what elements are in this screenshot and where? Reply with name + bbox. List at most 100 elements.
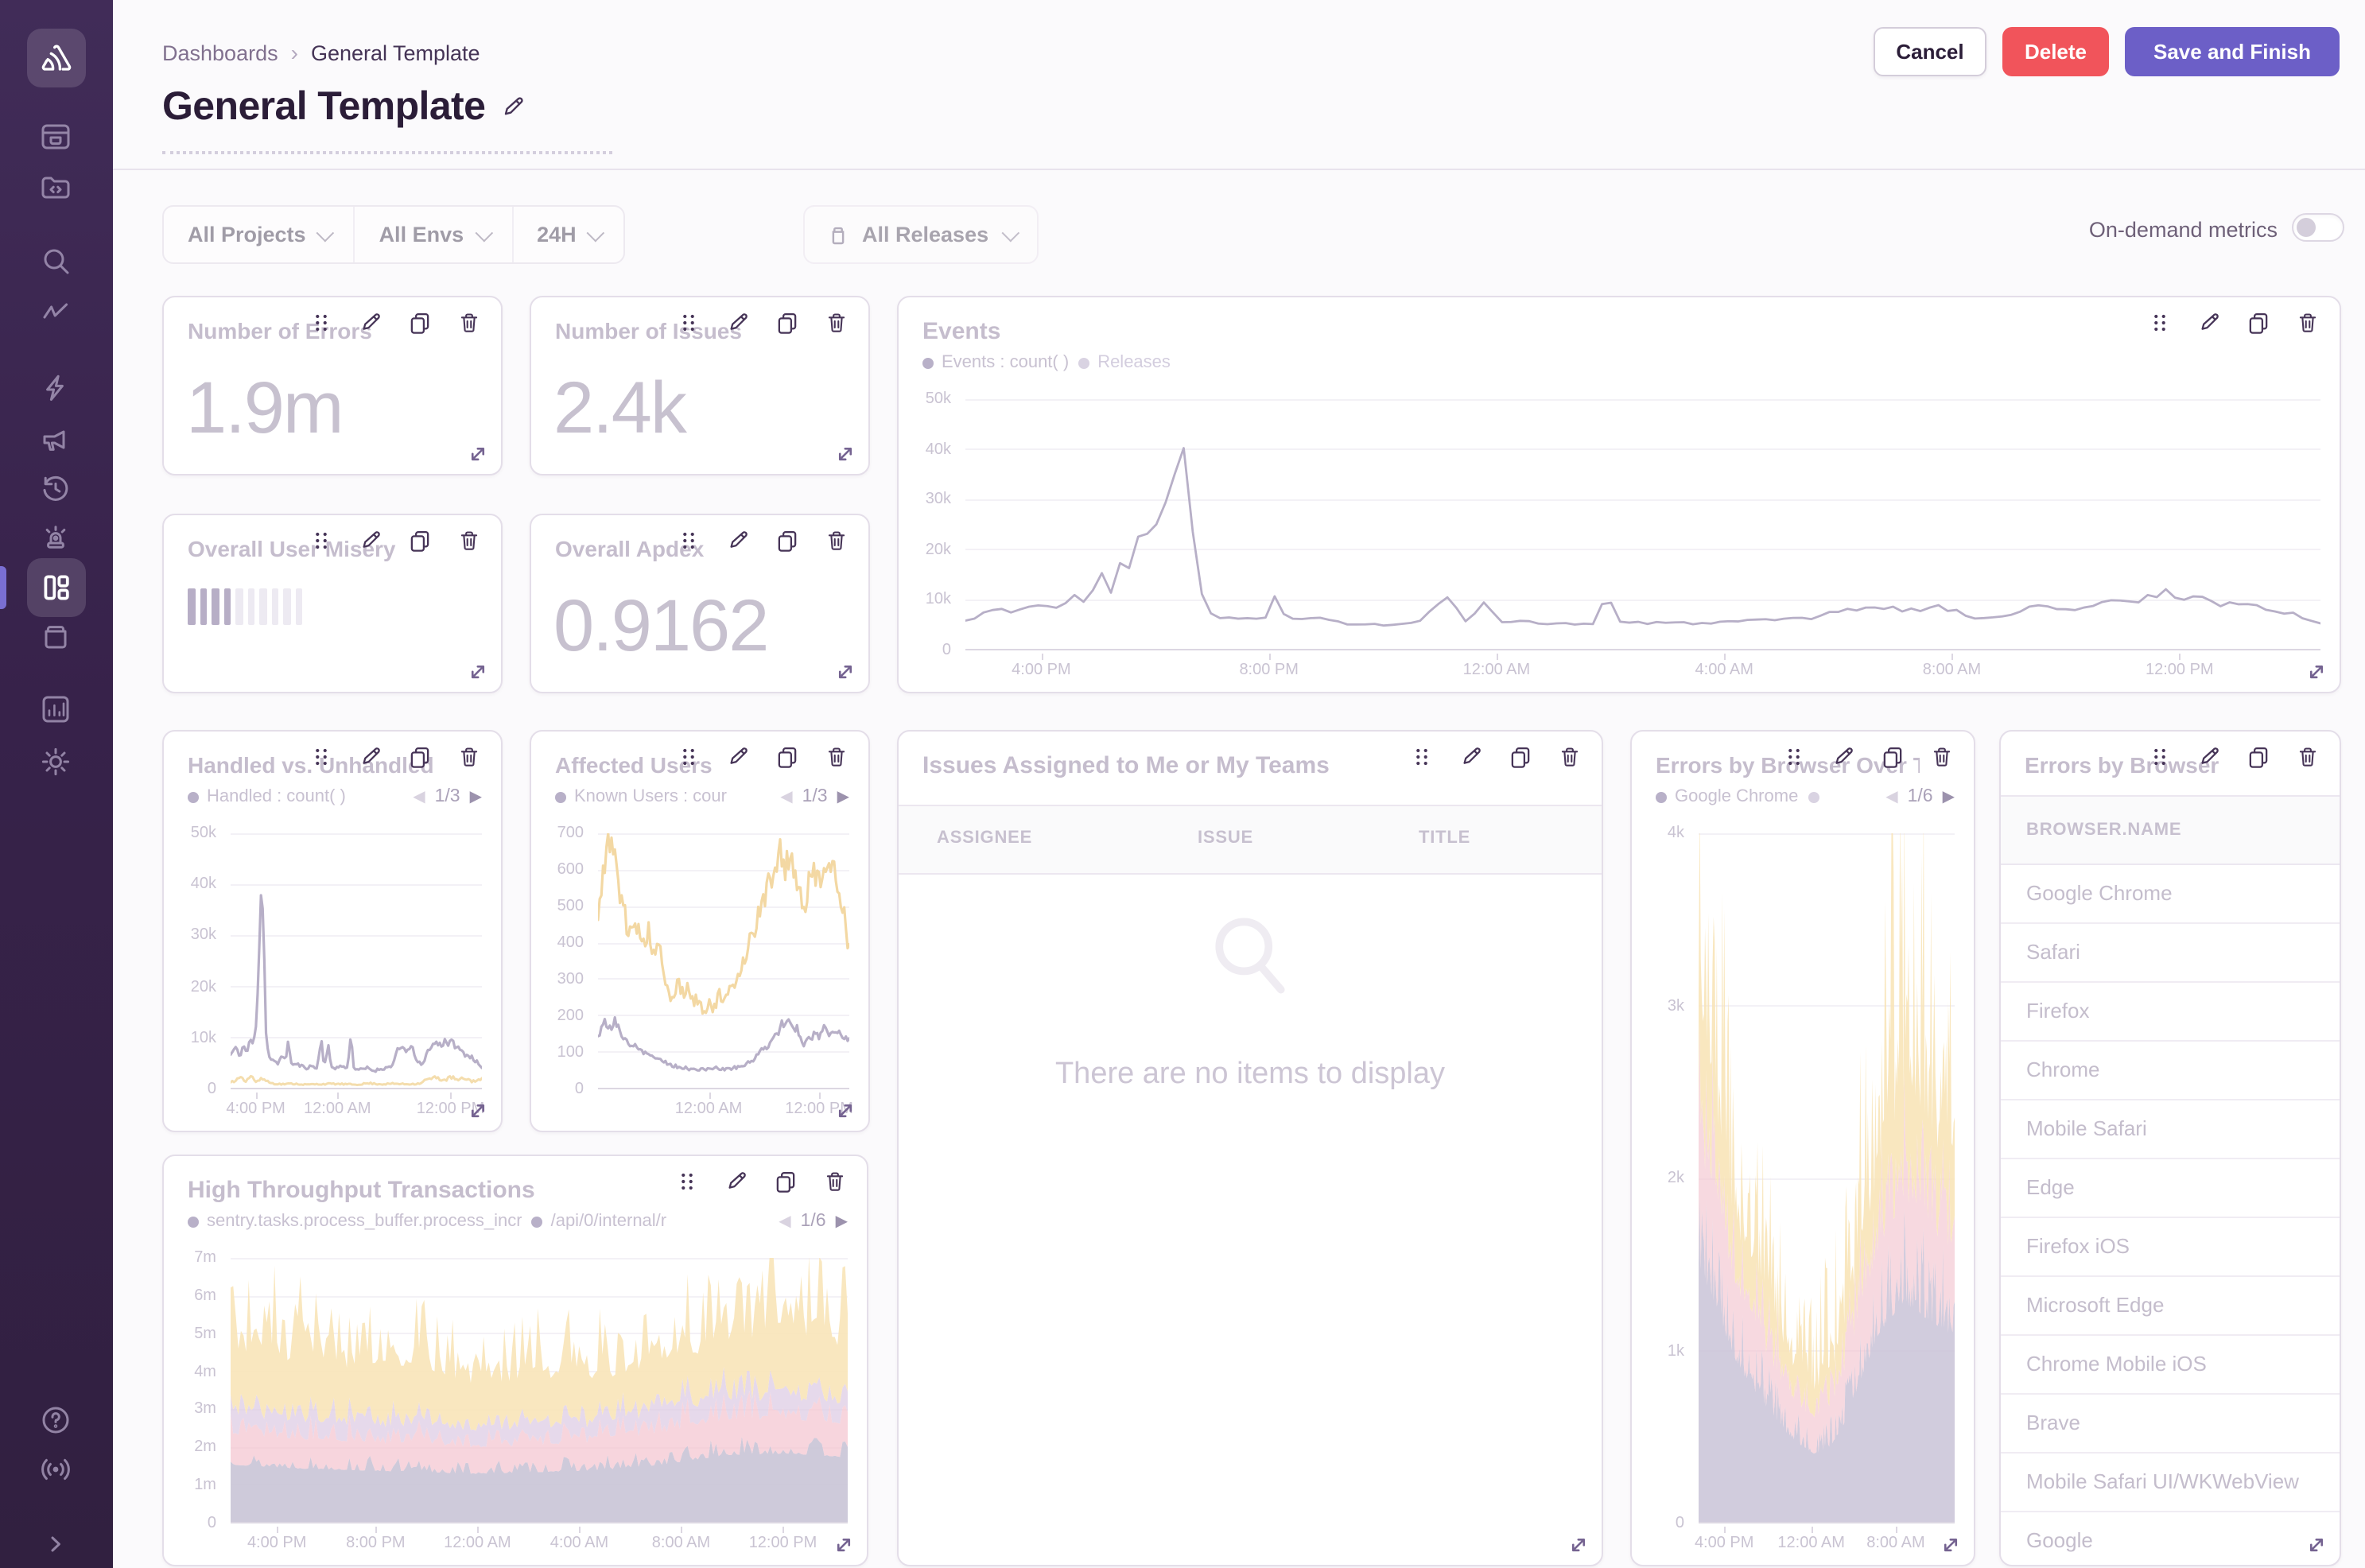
drag-handle-icon[interactable]	[1411, 746, 1433, 768]
sidebar-replays-icon[interactable]	[38, 471, 73, 506]
duplicate-widget-button[interactable]	[409, 312, 431, 334]
resize-handle[interactable]	[2305, 1533, 2328, 1557]
breadcrumb-separator: ›	[290, 40, 298, 65]
delete-widget-button[interactable]	[825, 530, 848, 552]
drag-handle-icon[interactable]	[310, 312, 332, 334]
resize-handle[interactable]	[1939, 1533, 1963, 1557]
delete-widget-button[interactable]	[824, 1170, 846, 1193]
breadcrumb-dashboards[interactable]: Dashboards	[162, 41, 278, 64]
browser-table-row: Brave	[2001, 1395, 2340, 1454]
sidebar-feedback-icon[interactable]	[38, 421, 73, 456]
sidebar-settings-icon[interactable]	[38, 744, 73, 779]
sidebar-help-icon[interactable]	[38, 1403, 73, 1438]
edit-widget-button[interactable]	[1832, 746, 1854, 768]
drag-handle-icon[interactable]	[1783, 746, 1805, 768]
edit-widget-button[interactable]	[727, 530, 749, 552]
sentry-logo-icon[interactable]	[27, 29, 86, 87]
sidebar-broadcast-icon[interactable]	[38, 1452, 73, 1487]
edit-widget-button[interactable]	[2198, 312, 2220, 334]
duplicate-widget-button[interactable]	[775, 1170, 797, 1193]
drag-handle-icon[interactable]	[678, 530, 700, 552]
resize-handle[interactable]	[2305, 660, 2328, 684]
duplicate-widget-button[interactable]	[776, 746, 798, 768]
edit-widget-button[interactable]	[727, 312, 749, 334]
pager-next-icon[interactable]: ▶	[835, 1213, 848, 1230]
sidebar-projects-icon[interactable]	[38, 170, 73, 205]
sidebar-stats-icon[interactable]	[38, 692, 73, 727]
drag-handle-icon[interactable]	[2149, 312, 2171, 334]
widget-high-throughput: High Throughput Transactions sentry.task…	[162, 1155, 868, 1566]
duplicate-widget-button[interactable]	[2247, 312, 2270, 334]
duplicate-widget-button[interactable]	[409, 530, 431, 552]
sidebar-alerts-icon[interactable]	[38, 371, 73, 406]
widget-number-of-errors: Number of Errors 1.9m	[162, 296, 503, 475]
delete-widget-button[interactable]	[2297, 312, 2319, 334]
edit-widget-button[interactable]	[727, 746, 749, 768]
save-and-finish-button[interactable]: Save and Finish	[2125, 27, 2340, 76]
delete-widget-button[interactable]	[1559, 746, 1581, 768]
environment-filter[interactable]: All Envs	[353, 207, 512, 262]
duplicate-widget-button[interactable]	[776, 530, 798, 552]
sidebar-releases-icon[interactable]	[38, 619, 73, 654]
empty-state: There are no items to display	[899, 906, 1602, 1093]
sidebar-collapse-icon[interactable]	[38, 1527, 73, 1562]
sidebar-issues-icon[interactable]	[38, 119, 73, 154]
duplicate-widget-button[interactable]	[2247, 746, 2270, 768]
drag-handle-icon[interactable]	[676, 1170, 698, 1193]
active-nav-indicator	[0, 566, 6, 609]
delete-widget-button[interactable]	[825, 746, 848, 768]
big-number-value: 2.4k	[553, 366, 687, 448]
ondemand-metrics-toggle[interactable]	[2292, 213, 2344, 242]
widget-title: Number of Errors	[188, 318, 372, 343]
duplicate-widget-button[interactable]	[1509, 746, 1532, 768]
duplicate-widget-button[interactable]	[409, 746, 431, 768]
resize-handle[interactable]	[832, 1533, 856, 1557]
edit-widget-button[interactable]	[359, 530, 382, 552]
sidebar-performance-icon[interactable]	[38, 294, 73, 329]
edit-title-icon[interactable]	[501, 95, 525, 119]
drag-handle-icon[interactable]	[310, 746, 332, 768]
sidebar-crons-icon[interactable]	[38, 520, 73, 555]
duplicate-widget-button[interactable]	[1882, 746, 1904, 768]
edit-widget-button[interactable]	[359, 746, 382, 768]
pager-prev-icon[interactable]: ◀	[1885, 788, 1898, 805]
delete-widget-button[interactable]	[2297, 746, 2319, 768]
delete-widget-button[interactable]	[458, 530, 480, 552]
delete-widget-button[interactable]	[458, 746, 480, 768]
date-range-filter[interactable]: 24H	[511, 207, 624, 262]
edit-widget-button[interactable]	[725, 1170, 748, 1193]
sidebar-search-icon[interactable]	[38, 243, 73, 278]
releases-filter[interactable]: All Releases	[803, 205, 1039, 264]
edit-widget-button[interactable]	[2198, 746, 2220, 768]
edit-widget-button[interactable]	[359, 312, 382, 334]
pager-prev-icon[interactable]: ◀	[780, 788, 793, 805]
delete-widget-button[interactable]	[825, 312, 848, 334]
drag-handle-icon[interactable]	[678, 312, 700, 334]
resize-handle[interactable]	[833, 1099, 857, 1123]
edit-widget-button[interactable]	[1460, 746, 1482, 768]
pager-prev-icon[interactable]: ◀	[413, 788, 425, 805]
widget-legend: Handled : count( ) ◀ 1/3 ▶	[188, 787, 482, 806]
delete-button[interactable]: Delete	[2002, 27, 2109, 76]
resize-handle[interactable]	[833, 442, 857, 466]
pager-prev-icon[interactable]: ◀	[779, 1213, 791, 1230]
resize-handle[interactable]	[833, 660, 857, 684]
toggle-knob	[2297, 218, 2316, 237]
delete-widget-button[interactable]	[1931, 746, 1953, 768]
drag-handle-icon[interactable]	[2149, 746, 2171, 768]
drag-handle-icon[interactable]	[310, 530, 332, 552]
resize-handle[interactable]	[466, 442, 490, 466]
drag-handle-icon[interactable]	[678, 746, 700, 768]
duplicate-widget-button[interactable]	[776, 312, 798, 334]
pager-next-icon[interactable]: ▶	[469, 788, 482, 805]
pager-next-icon[interactable]: ▶	[837, 788, 849, 805]
cancel-button[interactable]: Cancel	[1874, 27, 1986, 76]
project-filter[interactable]: All Projects	[164, 207, 354, 262]
resize-handle[interactable]	[466, 1099, 490, 1123]
resize-handle[interactable]	[466, 660, 490, 684]
delete-widget-button[interactable]	[458, 312, 480, 334]
pager-next-icon[interactable]: ▶	[1942, 788, 1955, 805]
resize-handle[interactable]	[1567, 1533, 1590, 1557]
sidebar-dashboards-icon[interactable]	[27, 558, 86, 617]
legend-dot	[1078, 357, 1090, 368]
